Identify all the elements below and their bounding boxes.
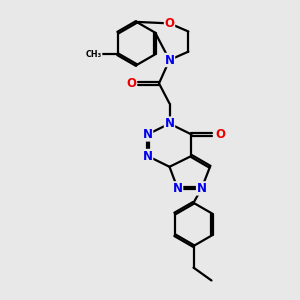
Text: O: O xyxy=(215,128,225,141)
Text: CH₃: CH₃ xyxy=(86,50,102,59)
Text: N: N xyxy=(164,117,175,130)
Text: N: N xyxy=(142,149,153,163)
Text: N: N xyxy=(164,53,175,67)
Text: O: O xyxy=(164,17,175,30)
Text: N: N xyxy=(142,128,153,141)
Text: O: O xyxy=(126,77,136,90)
Text: N: N xyxy=(196,182,207,195)
Text: N: N xyxy=(172,182,183,195)
